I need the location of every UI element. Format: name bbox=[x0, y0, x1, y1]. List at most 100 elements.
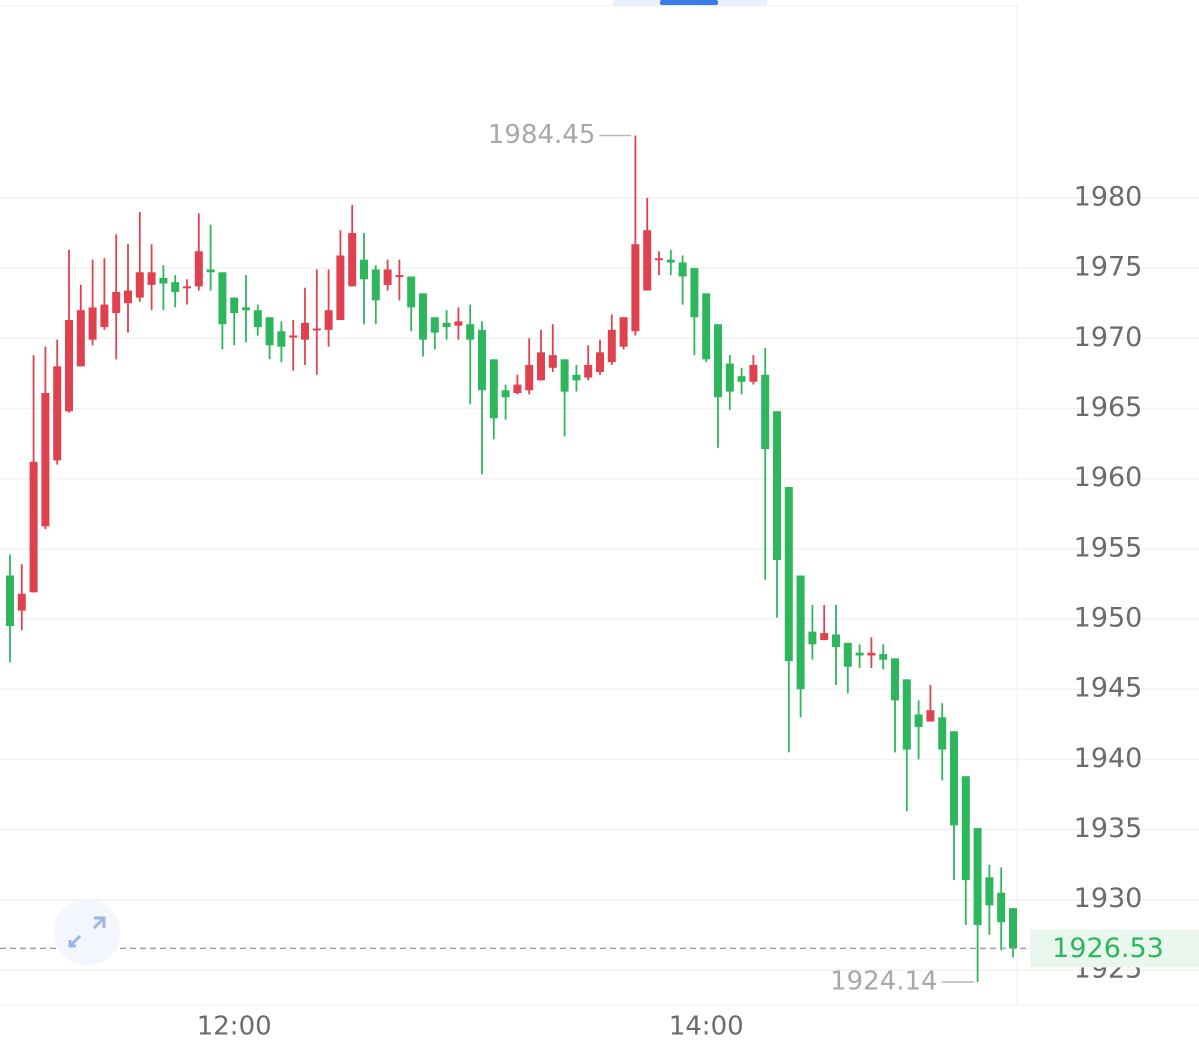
candle-body bbox=[808, 631, 817, 645]
candle-body bbox=[749, 364, 758, 382]
candle-body bbox=[265, 317, 274, 346]
candle-body bbox=[891, 658, 899, 701]
y-tick-label: 1960 bbox=[1074, 462, 1143, 493]
candle-body bbox=[820, 633, 829, 641]
tab-indicator bbox=[660, 0, 718, 5]
candle-body bbox=[430, 317, 439, 333]
candle-body bbox=[961, 776, 970, 881]
candle-body bbox=[478, 329, 486, 391]
labels: 1925193019351940194519501955196019651970… bbox=[0, 120, 1199, 1042]
candle-body bbox=[466, 324, 475, 340]
candle-body bbox=[690, 268, 699, 318]
candle-body bbox=[289, 335, 298, 338]
candle-body bbox=[926, 710, 935, 722]
y-tick-label: 1970 bbox=[1074, 322, 1143, 353]
candle-body bbox=[348, 233, 357, 287]
candle-body bbox=[867, 652, 876, 656]
candle-body bbox=[619, 317, 628, 347]
y-tick-label: 1935 bbox=[1074, 813, 1143, 844]
candle-body bbox=[513, 384, 522, 394]
candle-body bbox=[902, 679, 911, 750]
candle-body bbox=[1009, 908, 1017, 949]
candle-body bbox=[666, 259, 675, 263]
candle-body bbox=[525, 364, 534, 391]
candle-body bbox=[360, 259, 368, 280]
candle-body bbox=[242, 307, 250, 311]
candle-body bbox=[419, 293, 427, 340]
candle-body bbox=[277, 331, 286, 347]
candle-body bbox=[88, 307, 97, 340]
candle-body bbox=[832, 634, 840, 648]
candle-body bbox=[442, 322, 451, 328]
last-price-label: 1926.53 bbox=[1052, 933, 1164, 964]
candle-body bbox=[537, 352, 545, 381]
candle-body bbox=[383, 269, 392, 285]
candle-body bbox=[985, 877, 994, 906]
candle-body bbox=[336, 255, 345, 321]
candle-body bbox=[454, 321, 463, 326]
candle-body bbox=[773, 411, 781, 561]
candle-body bbox=[678, 262, 687, 277]
candle-body bbox=[843, 642, 852, 667]
candle-body bbox=[489, 359, 498, 419]
candle-body bbox=[218, 272, 227, 325]
candle-body bbox=[973, 828, 982, 925]
candle-body bbox=[655, 258, 663, 261]
candle-body bbox=[100, 304, 109, 328]
candle-body bbox=[548, 355, 557, 368]
y-tick-label: 1980 bbox=[1074, 181, 1143, 212]
candle-body bbox=[371, 269, 380, 301]
y-tick-label: 1975 bbox=[1074, 252, 1143, 283]
expand-button[interactable] bbox=[54, 899, 120, 965]
candle-body bbox=[135, 272, 144, 298]
candle-body bbox=[950, 731, 958, 826]
candles bbox=[6, 135, 1017, 982]
candle-body bbox=[41, 393, 50, 527]
y-tick-label: 1930 bbox=[1074, 883, 1143, 914]
candle-body bbox=[17, 593, 26, 611]
candle-body bbox=[997, 892, 1006, 923]
candle-body bbox=[584, 364, 593, 378]
candle-body bbox=[938, 717, 947, 750]
candle-body bbox=[171, 282, 180, 292]
candle-body bbox=[784, 487, 793, 662]
candle-body bbox=[702, 293, 711, 360]
candle-body bbox=[714, 324, 722, 398]
candle-body bbox=[6, 575, 14, 627]
candle-body bbox=[183, 286, 191, 289]
candle-body bbox=[643, 230, 652, 291]
candle-body bbox=[194, 251, 203, 287]
low-marker-label: 1924.14 bbox=[830, 966, 938, 996]
y-tick-label: 1965 bbox=[1074, 392, 1143, 423]
candle-body bbox=[761, 374, 770, 450]
candle-body bbox=[301, 322, 309, 340]
y-tick-label: 1950 bbox=[1074, 603, 1143, 634]
expand-button-bg[interactable] bbox=[54, 899, 120, 965]
candle-body bbox=[737, 376, 746, 382]
candle-body bbox=[560, 359, 569, 392]
candle-body bbox=[324, 310, 333, 330]
y-tick-label: 1955 bbox=[1074, 532, 1143, 563]
candle-body bbox=[112, 291, 121, 314]
candle-body bbox=[572, 374, 581, 381]
candle-body bbox=[76, 310, 85, 367]
expand-icon[interactable] bbox=[68, 916, 106, 948]
candle-body bbox=[65, 320, 73, 412]
high-marker-label: 1984.45 bbox=[488, 120, 596, 150]
candle-body bbox=[253, 310, 262, 328]
candle-body bbox=[607, 329, 616, 363]
candle-body bbox=[407, 276, 416, 308]
candle-body bbox=[206, 269, 215, 273]
candle-body bbox=[147, 272, 156, 285]
candle-body bbox=[312, 328, 321, 331]
grid bbox=[0, 197, 1199, 971]
candle-body bbox=[796, 575, 805, 690]
candle-body bbox=[29, 461, 38, 593]
candle-body bbox=[230, 297, 239, 314]
candle-body bbox=[879, 654, 888, 660]
candle-body bbox=[914, 714, 923, 728]
candle-body bbox=[53, 366, 62, 461]
candle-body bbox=[855, 652, 864, 656]
last-price-bg bbox=[1030, 929, 1199, 968]
